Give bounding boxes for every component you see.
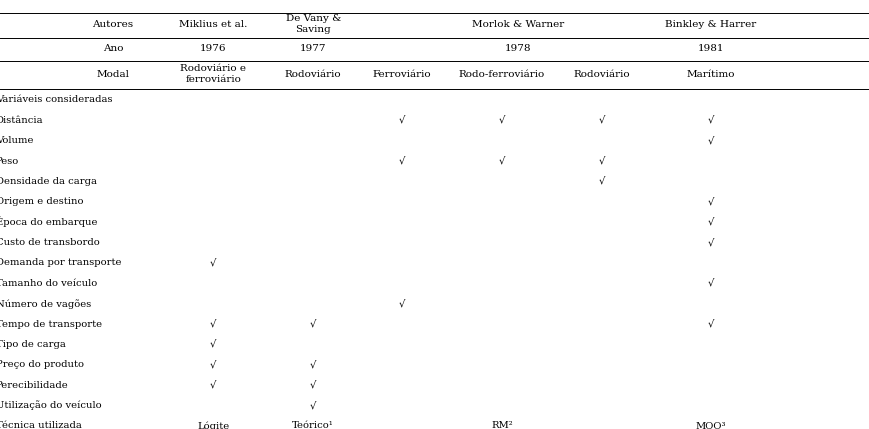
Text: √: √ — [598, 157, 605, 166]
Text: Época do embarque: Época do embarque — [0, 217, 97, 227]
Text: RM²: RM² — [490, 421, 513, 429]
Text: Variáveis consideradas: Variáveis consideradas — [0, 95, 112, 104]
Text: √: √ — [398, 116, 405, 125]
Text: √: √ — [209, 360, 216, 369]
Text: Origem e destino: Origem e destino — [0, 197, 83, 206]
Text: Marítimo: Marítimo — [686, 69, 734, 79]
Text: De Vany &
Saving: De Vany & Saving — [285, 14, 341, 34]
Text: Ano: Ano — [103, 44, 123, 53]
Text: Distância: Distância — [0, 116, 43, 125]
Text: √: √ — [706, 116, 713, 125]
Text: √: √ — [209, 340, 216, 349]
Text: 1976: 1976 — [200, 44, 226, 53]
Text: Rodo-ferroviário: Rodo-ferroviário — [458, 69, 545, 79]
Text: √: √ — [498, 157, 505, 166]
Text: Custo de transbordo: Custo de transbordo — [0, 238, 99, 247]
Text: Densidade da carga: Densidade da carga — [0, 177, 96, 186]
Text: Número de vagões: Número de vagões — [0, 299, 90, 308]
Text: √: √ — [209, 258, 216, 267]
Text: √: √ — [309, 381, 316, 390]
Text: Técnica utilizada: Técnica utilizada — [0, 421, 82, 429]
Text: Utilização do veículo: Utilização do veículo — [0, 401, 101, 411]
Text: Peso: Peso — [0, 157, 19, 166]
Text: 1981: 1981 — [697, 44, 723, 53]
Text: 1978: 1978 — [504, 44, 530, 53]
Text: √: √ — [309, 360, 316, 369]
Text: √: √ — [209, 320, 216, 329]
Text: √: √ — [598, 177, 605, 186]
Text: 1977: 1977 — [300, 44, 326, 53]
Text: √: √ — [209, 381, 216, 390]
Text: √: √ — [706, 197, 713, 206]
Text: Rodoviário: Rodoviário — [284, 69, 342, 79]
Text: √: √ — [309, 320, 316, 329]
Text: √: √ — [706, 218, 713, 227]
Text: Teórico¹: Teórico¹ — [292, 421, 334, 429]
Text: √: √ — [398, 157, 405, 166]
Text: Perecibilidade: Perecibilidade — [0, 381, 69, 390]
Text: Tamanho do veículo: Tamanho do veículo — [0, 279, 96, 288]
Text: Modal: Modal — [96, 69, 129, 79]
Text: Miklius et al.: Miklius et al. — [179, 20, 247, 29]
Text: Tipo de carga: Tipo de carga — [0, 340, 65, 349]
Text: Lógite: Lógite — [196, 421, 229, 429]
Text: √: √ — [706, 136, 713, 145]
Text: Binkley & Harrer: Binkley & Harrer — [665, 20, 755, 29]
Text: √: √ — [309, 401, 316, 410]
Text: Volume: Volume — [0, 136, 33, 145]
Text: √: √ — [398, 299, 405, 308]
Text: Tempo de transporte: Tempo de transporte — [0, 320, 102, 329]
Text: √: √ — [598, 116, 605, 125]
Text: Demanda por transporte: Demanda por transporte — [0, 258, 121, 267]
Text: Ferroviário: Ferroviário — [372, 69, 431, 79]
Text: Rodoviário e
ferroviário: Rodoviário e ferroviário — [180, 64, 246, 84]
Text: √: √ — [498, 116, 505, 125]
Text: Autores: Autores — [92, 20, 134, 29]
Text: Rodoviário: Rodoviário — [573, 69, 630, 79]
Text: Preço do produto: Preço do produto — [0, 360, 83, 369]
Text: √: √ — [706, 238, 713, 247]
Text: MQO³: MQO³ — [694, 421, 726, 429]
Text: √: √ — [706, 320, 713, 329]
Text: Morlok & Warner: Morlok & Warner — [471, 20, 563, 29]
Text: √: √ — [706, 279, 713, 288]
